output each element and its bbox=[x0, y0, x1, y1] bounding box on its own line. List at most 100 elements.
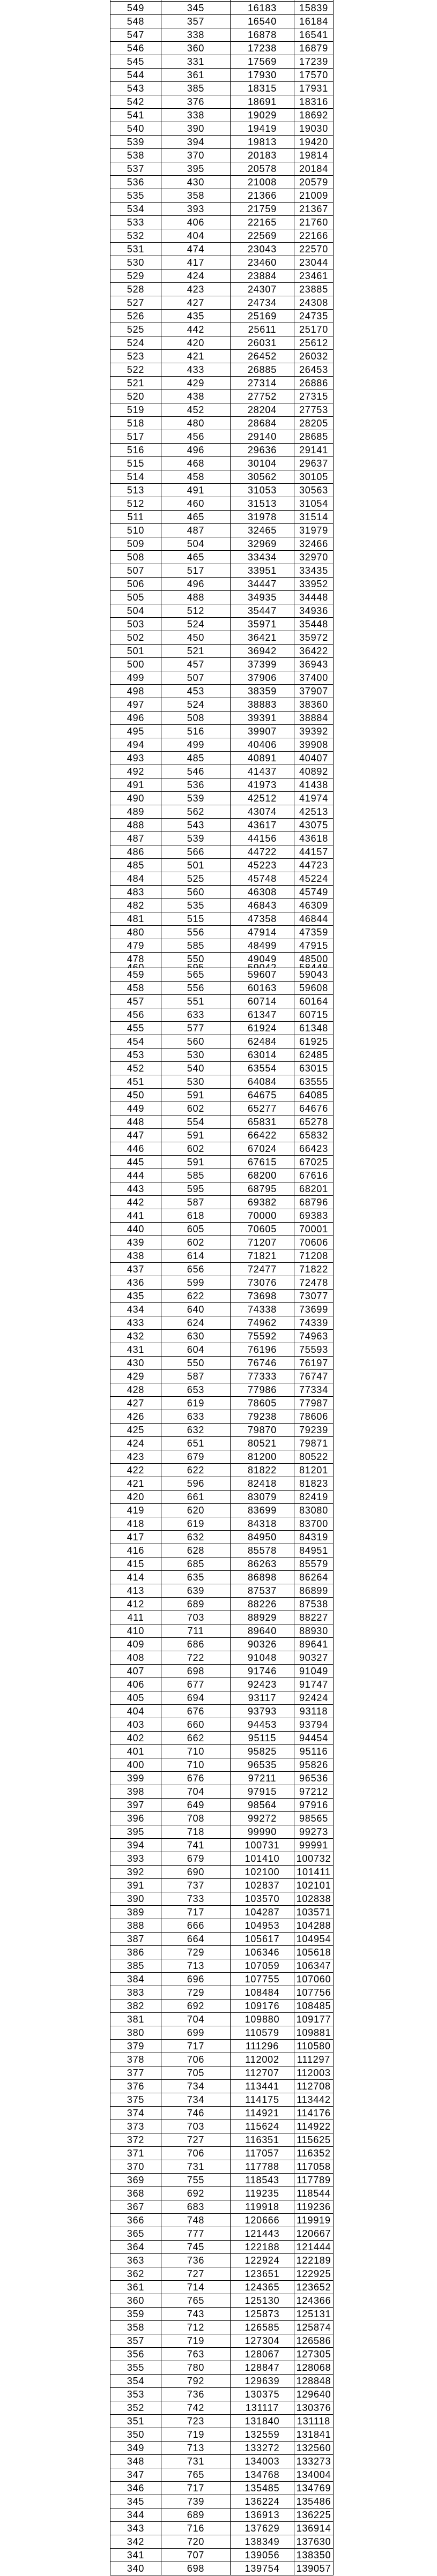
table-cell: 430 bbox=[161, 176, 231, 189]
table-cell: 393 bbox=[110, 1852, 161, 1866]
table-cell: 377 bbox=[110, 2066, 161, 2080]
table-cell: 105617 bbox=[231, 1933, 294, 1946]
table-cell: 534 bbox=[110, 203, 161, 216]
table-cell: 708 bbox=[161, 1812, 231, 1825]
table-cell: 24308 bbox=[294, 296, 334, 310]
table-cell: 565 bbox=[161, 968, 231, 982]
table-cell: 49049 59042 bbox=[231, 953, 294, 968]
table-cell: 139754 bbox=[231, 2562, 294, 2575]
table-cell: 391 bbox=[110, 1879, 161, 1892]
table-cell: 65277 bbox=[231, 1102, 294, 1115]
table-cell: 393 bbox=[161, 203, 231, 216]
table-cell: 430 bbox=[110, 1357, 161, 1370]
table-cell: 512 bbox=[161, 604, 231, 618]
table-cell: 21366 bbox=[231, 189, 294, 203]
table-cell: 28685 bbox=[294, 430, 334, 444]
table-cell: 447 bbox=[110, 1129, 161, 1142]
table-cell: 528 bbox=[110, 283, 161, 296]
table-cell: 352 bbox=[110, 2401, 161, 2415]
table-cell: 71822 bbox=[294, 1263, 334, 1276]
table-cell: 414 bbox=[110, 1571, 161, 1584]
table-cell: 111296 bbox=[231, 2040, 294, 2053]
table-cell: 416 bbox=[110, 1544, 161, 1557]
table-cell: 105618 bbox=[294, 1946, 334, 1959]
table-cell: 16541 bbox=[294, 28, 334, 42]
table-cell: 502 bbox=[110, 631, 161, 645]
table-cell: 524 bbox=[161, 618, 231, 631]
table-cell: 45749 bbox=[294, 886, 334, 899]
table-cell: 119236 bbox=[294, 2200, 334, 2214]
table-cell: 408 bbox=[110, 1651, 161, 1665]
table-cell: 539 bbox=[161, 792, 231, 805]
table-cell: 80521 bbox=[231, 1437, 294, 1450]
table-cell: 35448 bbox=[294, 618, 334, 631]
table-cell: 361 bbox=[110, 2281, 161, 2294]
table-cell: 358 bbox=[110, 2321, 161, 2334]
table-cell: 551 bbox=[161, 995, 231, 1008]
table-cell: 514 bbox=[110, 470, 161, 484]
table-cell: 18316 bbox=[294, 95, 334, 109]
table-cell: 97916 bbox=[294, 1799, 334, 1812]
table-cell: 458 bbox=[161, 470, 231, 484]
table-cell: 129640 bbox=[294, 2388, 334, 2401]
table-cell: 498 bbox=[110, 685, 161, 698]
table-cell: 381 bbox=[110, 2013, 161, 2026]
table-cell: 87538 bbox=[294, 1598, 334, 1611]
table-cell: 501 bbox=[161, 859, 231, 872]
table-cell: 107059 bbox=[231, 1959, 294, 1973]
table-cell: 130375 bbox=[231, 2388, 294, 2401]
table-cell: 31979 bbox=[294, 524, 334, 537]
table-cell: 635 bbox=[161, 1571, 231, 1584]
table-cell: 76747 bbox=[294, 1370, 334, 1383]
table-cell: 486 bbox=[110, 845, 161, 859]
table-cell: 71207 bbox=[231, 1236, 294, 1249]
table-cell: 710 bbox=[161, 1758, 231, 1772]
table-cell: 139056 bbox=[231, 2549, 294, 2562]
table-cell: 763 bbox=[161, 2348, 231, 2361]
table-cell: 131117 bbox=[231, 2401, 294, 2415]
table-cell: 95826 bbox=[294, 1758, 334, 1772]
table-cell: 59043 bbox=[294, 968, 334, 982]
table-cell: 651 bbox=[161, 1437, 231, 1450]
table-cell: 439 bbox=[110, 1236, 161, 1249]
table-cell: 496 bbox=[161, 444, 231, 457]
table-cell: 350 bbox=[110, 2428, 161, 2442]
table-cell: 520 bbox=[110, 390, 161, 403]
table-cell: 25611 bbox=[231, 323, 294, 336]
table-cell: 523 bbox=[110, 350, 161, 363]
table-cell: 401 bbox=[110, 1745, 161, 1758]
table-cell: 117789 bbox=[294, 2174, 334, 2187]
table-cell: 73698 bbox=[231, 1290, 294, 1303]
table-cell: 745 bbox=[161, 2241, 231, 2254]
table-cell: 41437 bbox=[231, 765, 294, 778]
overlap-row-main-text: 478 bbox=[127, 954, 145, 964]
table-cell: 38884 bbox=[294, 712, 334, 725]
table-cell: 541 bbox=[110, 109, 161, 122]
table-cell: 458 bbox=[110, 982, 161, 995]
table-cell: 741 bbox=[161, 1839, 231, 1852]
table-cell: 45224 bbox=[294, 872, 334, 886]
table-cell: 718 bbox=[161, 1825, 231, 1839]
table-cell: 23460 bbox=[231, 256, 294, 269]
table-cell: 88226 bbox=[231, 1598, 294, 1611]
table-cell: 122925 bbox=[294, 2267, 334, 2281]
table-cell: 17239 bbox=[294, 55, 334, 69]
table-cell: 107756 bbox=[294, 1986, 334, 2000]
table-cell: 38883 bbox=[231, 698, 294, 712]
table-cell: 83080 bbox=[294, 1504, 334, 1517]
table-cell: 104954 bbox=[294, 1933, 334, 1946]
table-cell: 379 bbox=[110, 2040, 161, 2053]
table-cell: 85578 bbox=[231, 1544, 294, 1557]
table-cell: 124366 bbox=[294, 2294, 334, 2308]
table-cell: 495 bbox=[110, 725, 161, 738]
table-cell: 404 bbox=[161, 229, 231, 243]
table-cell: 620 bbox=[161, 1504, 231, 1517]
table-cell: 622 bbox=[161, 1290, 231, 1303]
table-cell: 585 bbox=[161, 939, 231, 953]
table-cell: 61925 bbox=[294, 1035, 334, 1049]
table-cell: 119919 bbox=[294, 2214, 334, 2227]
table-cell: 34936 bbox=[294, 604, 334, 618]
table-cell: 492 bbox=[110, 765, 161, 778]
table-cell: 44722 bbox=[231, 845, 294, 859]
table-cell: 712 bbox=[161, 2321, 231, 2334]
